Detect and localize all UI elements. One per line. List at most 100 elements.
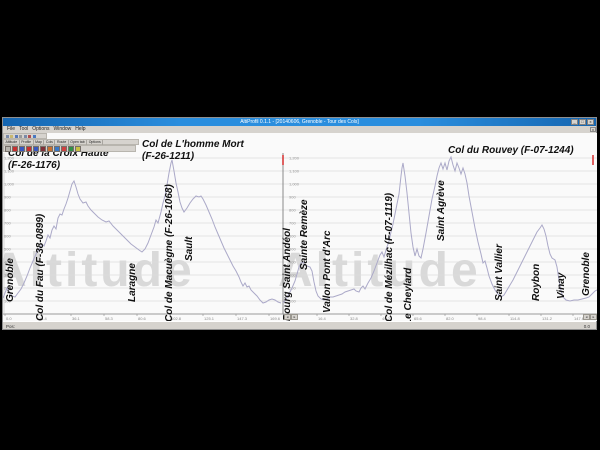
menu-bar: File Tool Options Window Help (3, 126, 596, 133)
menu-item-file[interactable]: File (7, 126, 16, 132)
svg-text:1,000: 1,000 (4, 182, 15, 187)
col-dark-icon[interactable] (40, 145, 46, 152)
svg-text:500: 500 (289, 247, 296, 252)
peak-title: Col de la Croix Haute (F-26-1176) (8, 148, 109, 171)
status-position-label: Pos: (6, 323, 16, 329)
marker-red-icon[interactable] (12, 145, 18, 152)
tools-toolbar (3, 145, 136, 152)
waypoint-label: Grenoble (5, 258, 16, 302)
save-icon[interactable] (14, 134, 18, 138)
waypoint-label: Roybon (531, 263, 542, 301)
svg-text:400: 400 (289, 260, 296, 265)
maximize-button[interactable]: □ (579, 119, 586, 125)
help-icon[interactable] (32, 134, 36, 138)
flag-blue-icon[interactable] (33, 145, 39, 152)
svg-text:600: 600 (4, 234, 11, 239)
zoom-blue-icon[interactable] (54, 145, 60, 152)
waypoint-label: Vinay (556, 272, 567, 299)
svg-text:100: 100 (289, 299, 296, 304)
svg-text:98.4: 98.4 (478, 316, 487, 321)
menu-item-tool[interactable]: Tool (19, 126, 29, 132)
scroll-left-icon[interactable]: ◂ (583, 314, 590, 320)
waypoint-label: Saint Vallier (494, 244, 505, 301)
svg-text:65.6: 65.6 (414, 316, 423, 321)
waypoint-label: Col de Mézilhac (F-07-1119) (384, 192, 395, 322)
waypoint-label: Sault (184, 236, 195, 261)
copy-icon[interactable] (23, 134, 27, 138)
svg-text:1,000: 1,000 (289, 182, 300, 187)
print-icon[interactable] (19, 134, 22, 138)
svg-text:114.8: 114.8 (510, 316, 520, 321)
svg-text:800: 800 (289, 208, 296, 213)
status-value: 0.0 (583, 323, 590, 329)
close-button[interactable]: x (587, 119, 594, 125)
waypoint-label: Sainte Remèze (299, 199, 310, 270)
marker-gray-icon[interactable] (5, 145, 11, 152)
waypoint-label: Bourg Saint Andéol (282, 228, 293, 321)
svg-text:147.6: 147.6 (574, 316, 585, 321)
child-close-icon[interactable]: x (590, 127, 596, 132)
open-icon[interactable] (10, 134, 13, 138)
scroll-right-icon[interactable]: ▸ (590, 314, 597, 320)
tab-options[interactable]: Options (87, 139, 104, 145)
svg-text:700: 700 (289, 221, 296, 226)
svg-text:32.8: 32.8 (350, 316, 359, 321)
tree-green-icon[interactable] (68, 145, 74, 152)
menu-item-options[interactable]: Options (32, 126, 50, 132)
waypoint-label: Laragne (127, 263, 138, 302)
menu-item-help[interactable]: Help (75, 126, 86, 132)
elevation-chart: 1,200 1,100 1,000 900 800 700 600 500 400 300 200 1… (3, 153, 597, 321)
svg-text:14.4: 14.4 (39, 316, 48, 321)
chart-client-area: Altitude Altitude 1,200 1,100 1,000 900 800 70… (3, 133, 597, 325)
svg-text:16.4: 16.4 (318, 316, 327, 321)
sun-yellow-icon[interactable] (75, 145, 81, 152)
svg-text:300: 300 (289, 273, 296, 278)
tab-map[interactable]: Map (34, 139, 45, 145)
status-bar: Pos: 0.0 (3, 321, 596, 329)
path-orange-icon[interactable] (47, 145, 53, 152)
svg-text:1,100: 1,100 (289, 169, 300, 174)
new-icon[interactable] (5, 134, 9, 138)
waypoint-label: Vallon Pont d'Arc (322, 230, 333, 313)
marker-blue-icon[interactable] (19, 145, 25, 152)
scroll-right-icon[interactable]: ▸ (291, 314, 298, 320)
svg-text:900: 900 (289, 195, 296, 200)
tab-open-tab[interactable]: Open tab (69, 139, 88, 145)
waypoint-label: Grenoble (581, 252, 592, 296)
panel2-scroll-spinner[interactable]: ◂ ▸ (284, 314, 298, 320)
svg-text:82.0: 82.0 (446, 316, 455, 321)
svg-text:58.3: 58.3 (105, 316, 114, 321)
svg-text:0.0: 0.0 (6, 316, 12, 321)
svg-text:80.6: 80.6 (138, 316, 147, 321)
flag-red-icon[interactable] (26, 145, 32, 152)
window-title: AltiProfil 0.1.1 - [20140606, Grenoble -… (240, 119, 359, 125)
menu-item-window[interactable]: Window (53, 126, 72, 132)
waypoint-label: Saint Agrève (436, 180, 447, 241)
svg-text:300: 300 (4, 273, 11, 278)
svg-text:500: 500 (4, 247, 11, 252)
svg-text:100: 100 (4, 299, 11, 304)
svg-text:800: 800 (4, 208, 11, 213)
ruler-icon[interactable] (28, 134, 31, 138)
waypoint-label: Le Cheylard (403, 267, 414, 325)
minimize-button[interactable]: _ (571, 119, 578, 125)
svg-text:1,200: 1,200 (289, 156, 300, 161)
svg-text:147.3: 147.3 (237, 316, 248, 321)
point-red-icon[interactable] (61, 145, 67, 152)
svg-text:169.6: 169.6 (270, 316, 281, 321)
svg-text:200: 200 (289, 286, 296, 291)
svg-text:900: 900 (4, 195, 11, 200)
tab-route[interactable]: Route (55, 139, 69, 145)
tab-altitude[interactable]: Altitude (4, 139, 20, 145)
svg-text:125.1: 125.1 (204, 316, 215, 321)
scroll-left-icon[interactable]: ◂ (284, 314, 291, 320)
tab-profile[interactable]: Profile (20, 139, 34, 145)
svg-text:1,100: 1,100 (4, 169, 15, 174)
svg-text:400: 400 (4, 260, 11, 265)
title-bar[interactable]: AltiProfil 0.1.1 - [20140606, Grenoble -… (3, 118, 596, 126)
svg-text:102.8: 102.8 (171, 316, 182, 321)
chart-scroll-spinner[interactable]: ◂ ▸ (583, 314, 597, 320)
tab-cols[interactable]: Cols (44, 139, 56, 145)
svg-text:131.2: 131.2 (542, 316, 553, 321)
